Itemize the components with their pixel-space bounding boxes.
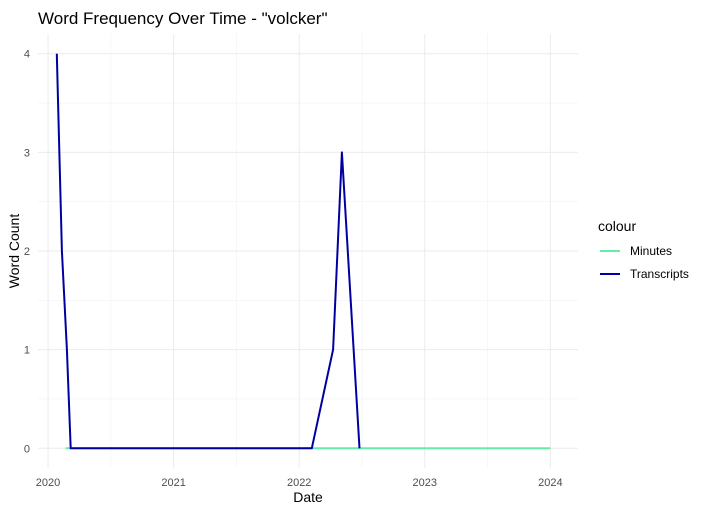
x-tick-label: 2023 [413,477,437,489]
chart-title: Word Frequency Over Time - "volcker" [38,9,328,28]
y-axis-ticks: 0 1 2 3 4 [24,49,30,456]
x-axis-label: Date [293,489,323,505]
y-tick-label: 4 [24,49,30,61]
y-tick-label: 0 [24,443,30,455]
x-tick-label: 2021 [161,477,185,489]
legend-title: colour [598,218,636,234]
legend: colour Minutes Transcripts [598,218,689,281]
series-lines [55,53,551,450]
x-tick-label: 2022 [287,477,311,489]
major-gridlines [38,34,578,468]
x-tick-label: 2024 [538,477,562,489]
y-axis-label: Word Count [6,214,22,289]
x-axis-ticks: 2020 2021 2022 2023 2024 [36,477,563,489]
legend-label-minutes: Minutes [630,244,672,258]
y-tick-label: 1 [24,345,30,357]
y-tick-label: 3 [24,147,30,159]
series-line-transcripts [55,53,361,450]
legend-label-transcripts: Transcripts [630,267,689,281]
y-tick-label: 2 [24,246,30,258]
x-tick-label: 2020 [36,477,60,489]
